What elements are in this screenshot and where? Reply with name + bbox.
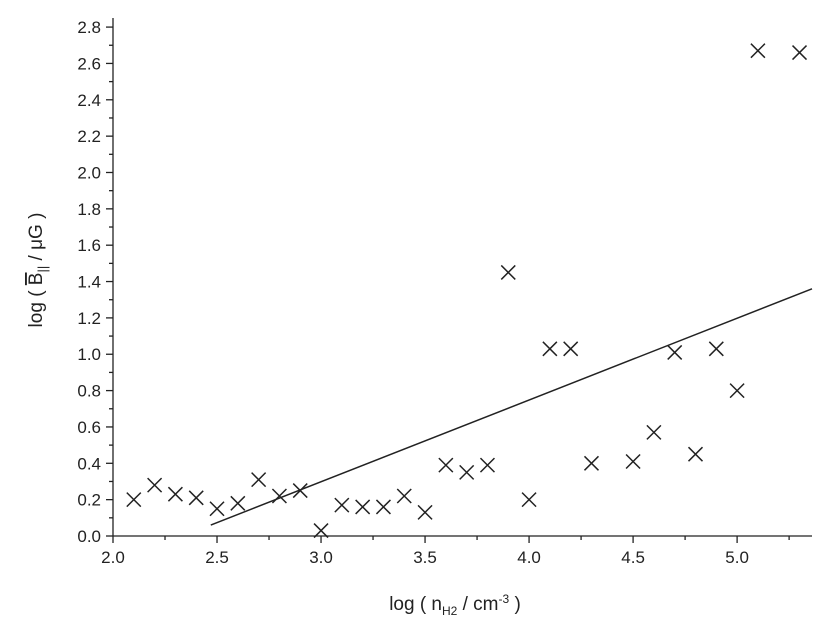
data-point [791, 45, 808, 61]
data-point [334, 497, 350, 513]
y-tick-label: 0.6 [77, 418, 101, 437]
data-point [729, 383, 745, 399]
data-point [251, 472, 267, 488]
y-tick-label: 1.8 [77, 200, 101, 219]
data-point [438, 457, 454, 473]
x-axis-label: log ( nH2 / cm-3 ) [389, 592, 521, 618]
data-point [126, 492, 142, 508]
fit-line [210, 288, 813, 526]
x-label-sup: -3 [499, 592, 510, 606]
x-label-prefix: log ( n [389, 594, 442, 615]
data-point [625, 453, 641, 470]
data-point [542, 341, 558, 357]
x-tick-label: 2.0 [101, 548, 125, 567]
y-tick-label: 0.0 [77, 527, 101, 546]
y-tick-label: 1.4 [77, 273, 101, 292]
data-point [500, 264, 516, 280]
y-axis-label: log ( B|| / μG ) [26, 213, 50, 328]
x-tick-label: 3.0 [309, 548, 333, 567]
data-point [355, 499, 371, 515]
y-tick-label: 1.0 [77, 345, 101, 364]
x-tick-label: 4.5 [621, 548, 645, 567]
data-point [563, 341, 579, 357]
data-point [583, 455, 600, 471]
x-label-middle: / cm [457, 594, 498, 615]
y-tick-label: 0.4 [77, 454, 101, 473]
data-point [479, 457, 495, 473]
data-point [687, 446, 704, 462]
data-point [375, 499, 391, 515]
y-tick-label: 2.6 [77, 54, 101, 73]
y-label-suffix: / μG ) [26, 213, 47, 266]
y-label-sub: || [35, 266, 50, 273]
y-tick-label: 0.2 [77, 491, 101, 510]
data-point [147, 477, 163, 493]
x-tick-label: 2.5 [205, 548, 229, 567]
data-point [209, 501, 225, 517]
x-label-suffix: ) [509, 594, 521, 615]
y-label-main: B [26, 273, 47, 286]
x-tick-label: 3.5 [413, 548, 437, 567]
y-label-prefix: log ( [26, 285, 47, 327]
data-point [708, 341, 724, 357]
y-tick-label: 1.2 [77, 309, 101, 328]
data-point [750, 43, 766, 59]
y-tick-label: 2.0 [77, 163, 101, 182]
x-tick-label: 4.0 [517, 548, 541, 567]
data-point [417, 504, 433, 520]
y-tick-label: 1.6 [77, 236, 101, 255]
data-point [230, 495, 246, 511]
data-point [188, 490, 204, 506]
data-point [396, 488, 412, 504]
y-tick-label: 0.8 [77, 382, 101, 401]
data-point [521, 492, 537, 508]
data-point [459, 464, 475, 480]
y-tick-label: 2.2 [77, 127, 101, 146]
data-point [313, 523, 329, 539]
data-point [646, 424, 662, 440]
data-point [667, 344, 683, 360]
y-tick-label: 2.4 [77, 91, 101, 110]
y-tick-label: 2.8 [77, 18, 101, 37]
x-label-sub: H2 [442, 604, 458, 618]
data-point [167, 486, 183, 502]
x-tick-label: 5.0 [725, 548, 749, 567]
